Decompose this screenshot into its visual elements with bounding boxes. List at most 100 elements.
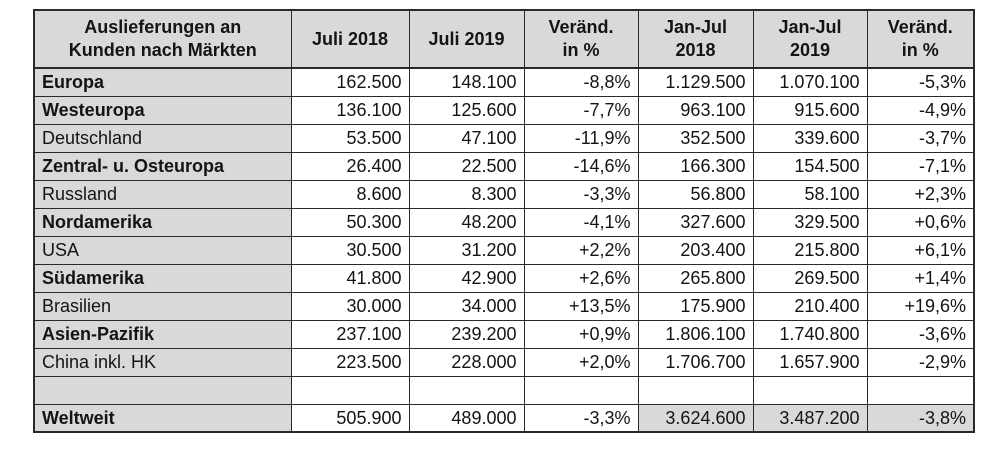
value-cell: +2,2%	[523, 235, 639, 265]
market-label-cell: Europa	[33, 67, 292, 97]
header-change-month-line2: in %	[562, 40, 600, 60]
table-header: Auslieferungen an Kunden nach Märkten Ju…	[33, 9, 975, 69]
value-cell: 8.600	[290, 179, 410, 209]
value-cell: -3,6%	[866, 319, 975, 349]
value-cell: 329.500	[752, 207, 868, 237]
table-row: Weltweit 505.900 489.000 -3,3% 3.624.600 3.48…	[33, 403, 975, 433]
value-cell: 239.200	[408, 319, 525, 349]
table-row: Europa 162.500 148.100 -8,8% 1.129.500 1.070.…	[33, 67, 975, 97]
market-label-cell: Russland	[33, 179, 292, 209]
value-cell: -11,9%	[523, 123, 639, 153]
value-cell: 237.100	[290, 319, 410, 349]
value-cell: 53.500	[290, 123, 410, 153]
table-row: Deutschland 53.500 47.100 -11,9% 352.500 339.…	[33, 123, 975, 153]
value-cell: 269.500	[752, 263, 868, 293]
market-label-cell: Asien-Pazifik	[33, 319, 292, 349]
value-cell: 162.500	[290, 67, 410, 97]
value-cell: 352.500	[637, 123, 754, 153]
market-label-cell: Südamerika	[33, 263, 292, 293]
value-cell: -3,3%	[523, 179, 639, 209]
value-cell: 31.200	[408, 235, 525, 265]
value-cell: 42.900	[408, 263, 525, 293]
market-label-cell: Westeuropa	[33, 95, 292, 125]
value-cell: 154.500	[752, 151, 868, 181]
value-cell: 1.070.100	[752, 67, 868, 97]
value-cell: -3,7%	[866, 123, 975, 153]
header-market-line1: Auslieferungen an	[84, 17, 242, 37]
market-label-cell: USA	[33, 235, 292, 265]
value-cell: 963.100	[637, 95, 754, 125]
header-janjul-2018-line1: Jan-Jul	[663, 17, 728, 37]
value-cell: 265.800	[637, 263, 754, 293]
value-cell: 58.100	[752, 179, 868, 209]
value-cell: 50.300	[290, 207, 410, 237]
value-cell	[637, 375, 754, 405]
header-change-month-line1: Veränd.	[548, 17, 614, 37]
value-cell: 136.100	[290, 95, 410, 125]
value-cell: 339.600	[752, 123, 868, 153]
header-cell-market: Auslieferungen an Kunden nach Märkten	[33, 9, 292, 69]
header-change-ytd-line1: Veränd.	[887, 17, 953, 37]
value-cell: 41.800	[290, 263, 410, 293]
value-cell: -7,1%	[866, 151, 975, 181]
header-cell-change-ytd: Veränd. in %	[866, 9, 975, 69]
table-row: China inkl. HK 223.500 228.000 +2,0% 1.706.7…	[33, 347, 975, 377]
header-janjul-2019-line2: 2019	[789, 40, 831, 60]
value-cell: +2,6%	[523, 263, 639, 293]
value-cell: -2,9%	[866, 347, 975, 377]
value-cell: 34.000	[408, 291, 525, 321]
value-cell: +1,4%	[866, 263, 975, 293]
value-cell: 175.900	[637, 291, 754, 321]
value-cell: 1.806.100	[637, 319, 754, 349]
value-cell: 47.100	[408, 123, 525, 153]
header-juli-2018-label: Juli 2018	[311, 28, 389, 49]
value-cell: 915.600	[752, 95, 868, 125]
value-cell: +0,6%	[866, 207, 975, 237]
value-cell: 30.000	[290, 291, 410, 321]
table-row: Südamerika 41.800 42.900 +2,6% 265.800 269.50…	[33, 263, 975, 293]
value-cell: 223.500	[290, 347, 410, 377]
value-cell: 1.740.800	[752, 319, 868, 349]
value-cell: 3.624.600	[637, 403, 754, 433]
value-cell: 125.600	[408, 95, 525, 125]
table-row: USA 30.500 31.200 +2,2% 203.400 215.800 +6,1%	[33, 235, 975, 265]
table-row: Asien-Pazifik 237.100 239.200 +0,9% 1.806.10…	[33, 319, 975, 349]
value-cell: 215.800	[752, 235, 868, 265]
table-row: Brasilien 30.000 34.000 +13,5% 175.900 210.40…	[33, 291, 975, 321]
market-label-cell: Weltweit	[33, 403, 292, 433]
value-cell	[866, 375, 975, 405]
value-cell: -7,7%	[523, 95, 639, 125]
table-row: Russland 8.600 8.300 -3,3% 56.800 58.100 +2,3%	[33, 179, 975, 209]
value-cell: 203.400	[637, 235, 754, 265]
value-cell: 148.100	[408, 67, 525, 97]
value-cell: -4,9%	[866, 95, 975, 125]
value-cell: -3,3%	[523, 403, 639, 433]
value-cell: 56.800	[637, 179, 754, 209]
value-cell: +0,9%	[523, 319, 639, 349]
header-cell-janjul-2018: Jan-Jul 2018	[637, 9, 754, 69]
value-cell: 210.400	[752, 291, 868, 321]
header-market-line2: Kunden nach Märkten	[68, 40, 257, 60]
market-label-cell: Nordamerika	[33, 207, 292, 237]
value-cell: 8.300	[408, 179, 525, 209]
header-juli-2019-label: Juli 2019	[428, 28, 505, 49]
deliveries-by-market-table: Auslieferungen an Kunden nach Märkten Ju…	[33, 9, 975, 433]
header-cell-janjul-2019: Jan-Jul 2019	[752, 9, 868, 69]
value-cell	[290, 375, 410, 405]
value-cell: 26.400	[290, 151, 410, 181]
market-label-cell	[33, 375, 292, 405]
value-cell: 22.500	[408, 151, 525, 181]
header-janjul-2019-line1: Jan-Jul	[778, 17, 842, 37]
value-cell: 3.487.200	[752, 403, 868, 433]
value-cell: +13,5%	[523, 291, 639, 321]
header-change-ytd-line2: in %	[901, 40, 939, 60]
value-cell: +6,1%	[866, 235, 975, 265]
value-cell: +2,3%	[866, 179, 975, 209]
market-label-cell: Brasilien	[33, 291, 292, 321]
spacer-row	[33, 375, 975, 405]
table-row: Zentral- u. Osteuropa 26.400 22.500 -14,6% 1…	[33, 151, 975, 181]
header-cell-change-month: Veränd. in %	[523, 9, 639, 69]
value-cell: 48.200	[408, 207, 525, 237]
value-cell: -5,3%	[866, 67, 975, 97]
table-row: Nordamerika 50.300 48.200 -4,1% 327.600 329.5…	[33, 207, 975, 237]
